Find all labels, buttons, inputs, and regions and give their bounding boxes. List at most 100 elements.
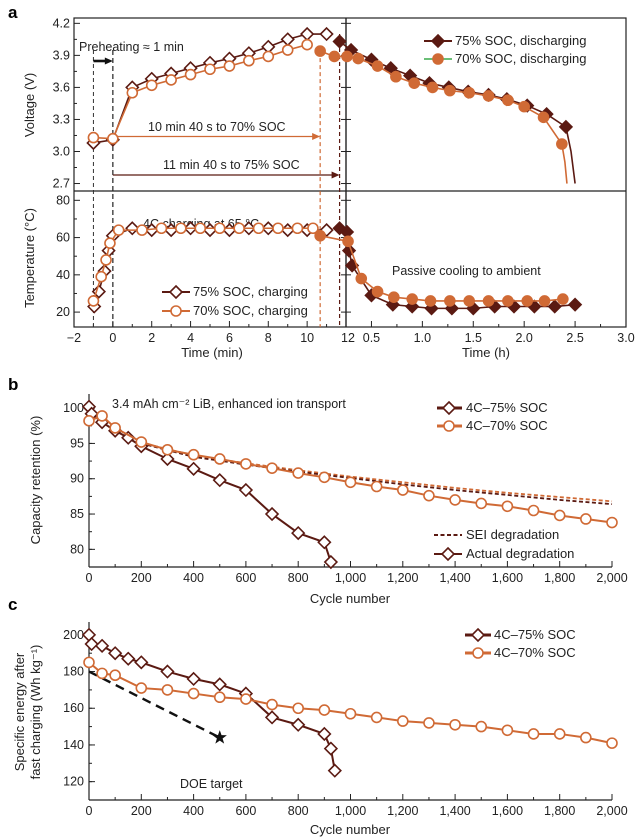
panel-letter-a: a (8, 3, 18, 22)
c-point-0 (264, 710, 280, 725)
b-point-1 (187, 448, 200, 461)
a-voltage-point-3 (537, 111, 550, 124)
a-temp-point-1 (100, 254, 112, 266)
b-xtick-label: 1,200 (387, 571, 418, 585)
a-voltage-ytick-label: 3.6 (53, 80, 70, 94)
a-temp-point-1 (272, 222, 284, 235)
c-point-1 (240, 693, 252, 705)
c-point-1 (423, 717, 435, 729)
a-temp-point-1 (155, 222, 168, 235)
a-xtick-label-min: 4 (187, 331, 194, 345)
arrow-75-soc-head (331, 171, 340, 179)
b-xlabel: Cycle number (310, 591, 391, 606)
c-ytick-label: 140 (63, 738, 84, 752)
c-point-0 (94, 638, 110, 653)
legend-c-marker-70 (472, 647, 484, 659)
a-voltage-point-3 (390, 70, 402, 83)
a-temp-point-1 (291, 222, 304, 235)
a-xtick-label-h: 3.0 (617, 331, 634, 345)
a-voltage-point-2 (558, 119, 574, 135)
a-xtick-label-h: 2.0 (515, 331, 532, 345)
a-frame (73, 17, 627, 328)
b-ytick-label: 85 (70, 507, 84, 521)
c-point-0 (327, 763, 342, 778)
b-point-1 (527, 504, 540, 517)
a-voltage-point-3 (502, 94, 514, 107)
c-series-line-1 (88, 661, 613, 745)
legend-c-70: 4C–70% SOC (494, 645, 576, 660)
b-point-1 (318, 471, 331, 484)
c-xtick-label: 800 (288, 804, 309, 818)
b-point-1 (396, 484, 409, 496)
a-voltage-point-0 (300, 26, 315, 42)
legend-b-marker-75 (441, 400, 457, 416)
preheating-arrow-head (104, 57, 113, 65)
b-point-1 (370, 480, 383, 493)
a-temp-ytick-label: 60 (56, 231, 70, 245)
a-xtick-label-min: 6 (226, 331, 233, 345)
b-point-0 (317, 535, 332, 550)
legend-a-bottom-75: 75% SOC, charging (193, 284, 308, 299)
c-ytick-label: 160 (63, 701, 84, 715)
a-temperature-ylabel: Temperature (°C) (22, 208, 37, 308)
b-point-0 (212, 473, 227, 488)
a-temp-point-3 (521, 295, 534, 307)
legend-a-top-75: 75% SOC, discharging (455, 33, 587, 48)
a-voltage-point-1 (281, 44, 294, 56)
b-point-1 (292, 467, 305, 479)
a-voltage-point-3 (463, 86, 476, 99)
c-point-0 (84, 636, 99, 652)
c-point-1 (396, 715, 409, 727)
c-point-1 (370, 711, 383, 724)
b-ylabel: Capacity retention (%) (28, 416, 43, 545)
a-voltage-point-1 (301, 38, 313, 51)
c-point-1 (606, 737, 618, 749)
a-voltage-point-0 (280, 32, 295, 47)
b-point-1 (449, 494, 461, 506)
a-voltage-point-3 (328, 50, 341, 63)
legend-b-marker-70 (443, 420, 455, 432)
legend-b-actual: Actual degradation (466, 546, 574, 561)
a-temp-point-1 (252, 222, 265, 235)
a-voltage-point-3 (426, 81, 439, 94)
legend-a-marker-75c (168, 284, 184, 300)
a-voltage-point-3 (314, 45, 326, 57)
doe-target-dashed-line (88, 670, 221, 739)
c-ytick-label: 120 (63, 775, 84, 789)
a-xtick-label-min: 2 (148, 331, 155, 345)
c-xtick-label: 0 (86, 804, 93, 818)
legend-b-70: 4C–70% SOC (466, 418, 548, 433)
legend-c-75: 4C–75% SOC (494, 627, 576, 642)
b-point-1 (96, 410, 108, 422)
c-point-1 (553, 728, 566, 740)
a-xtick-label-h: 0.5 (363, 331, 380, 345)
b-xtick-label: 400 (183, 571, 204, 585)
a-xlabel-min: Time (min) (181, 345, 243, 360)
b-xtick-label: 1,800 (544, 571, 575, 585)
a-temp-point-3 (463, 295, 476, 307)
a-xlabel-h: Time (h) (462, 345, 510, 360)
a-temp-point-3 (482, 295, 495, 307)
b-point-1 (580, 513, 592, 525)
a-voltage-series-line-3 (319, 50, 568, 184)
a-voltage-point-0 (319, 26, 334, 42)
b-point-1 (553, 509, 566, 522)
a-temp-point-3 (342, 235, 354, 248)
c-ylabel-line1: Specific energy after (12, 652, 27, 771)
c-point-1 (96, 667, 108, 680)
a-temp-ytick-label: 40 (56, 268, 70, 282)
a-xtick-label-h: 1.0 (414, 331, 431, 345)
c-point-0 (323, 741, 339, 756)
a-xtick-label-min: 8 (265, 331, 272, 345)
c-ytick-label: 180 (63, 665, 84, 679)
b-series-line-1 (88, 414, 613, 524)
a-voltage-point-1 (262, 50, 275, 63)
c-point-0 (121, 651, 136, 666)
c-point-1 (344, 707, 357, 720)
a-temp-point-1 (175, 222, 187, 235)
b-ytick-label: 100 (63, 401, 84, 415)
a-voltage-ytick-label: 2.7 (53, 177, 70, 191)
a-temp-point-3 (538, 295, 551, 307)
a-voltage-ylabel: Voltage (V) (22, 73, 37, 137)
b-point-1 (344, 476, 357, 489)
